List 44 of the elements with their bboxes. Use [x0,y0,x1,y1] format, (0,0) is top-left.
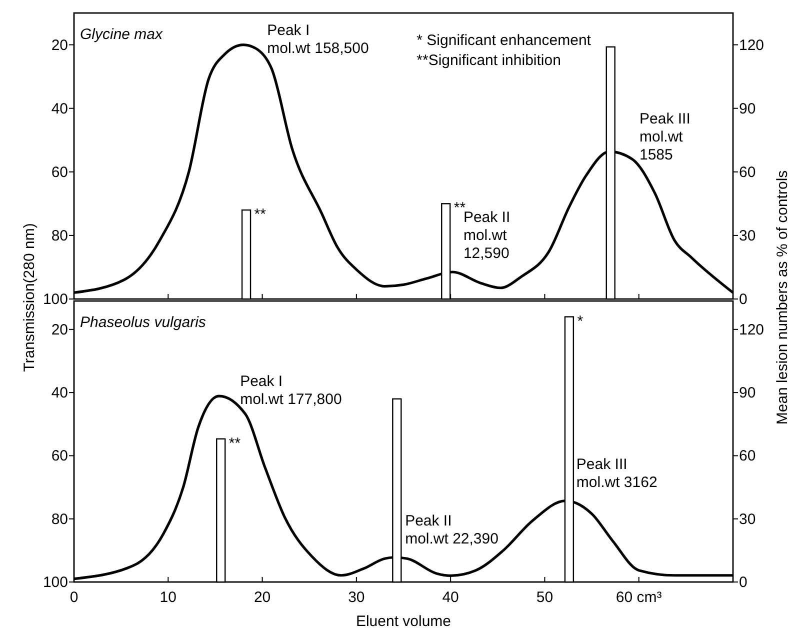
y-tick-label: 60 [51,164,68,181]
y2-tick-label: 30 [739,510,756,528]
annotation: ** [228,434,241,452]
x-axis-title: Eluent volume [356,613,452,630]
y2-tick-label: 90 [739,100,756,118]
y2-axis-title: Mean lesion numbers as % of controls [774,170,791,425]
y2-tick-label: 30 [739,227,756,244]
y-tick-label: 40 [51,100,68,118]
annotation: Peak I mol.wt 177,800 [240,373,342,408]
annotation: ** [254,206,266,224]
annotation: * [577,312,584,330]
y-tick-label: 80 [51,227,68,244]
y-tick-label: 20 [51,36,68,54]
y2-tick-label: 60 [739,164,756,181]
x-tick-label: 50 [536,589,554,606]
x-tick-label: 10 [160,589,176,606]
x-tick-label: 60 cm³ [616,589,662,606]
y-tick-label: 60 [51,448,68,465]
y2-tick-label: 0 [739,291,748,308]
x-tick-label: 20 [254,589,271,606]
annotation: Peak III mol.wt 3162 [576,456,658,491]
y2-tick-label: 120 [739,321,764,338]
annotation: **Significant inhibition [416,52,561,69]
y-tick-label: 80 [51,510,68,528]
y-tick-label: 100 [42,574,68,591]
annotation: * Significant enhancement [416,32,592,49]
y2-tick-label: 60 [739,448,756,465]
annotation: ** [454,200,466,217]
annotation: Peak II mol.wt 22,390 [405,512,498,548]
annotation: Peak III mol.wt 1585 [640,110,690,164]
text: Glycine max [80,26,164,43]
annotation: Peak I mol.wt 158,500 [267,22,369,57]
y-tick-label: 100 [42,291,68,308]
annotation: Peak II mol.wt 12,590 [463,208,510,262]
y-tick-label: 20 [51,321,68,338]
x-tick-label: 40 [442,589,459,606]
x-tick-label: 30 [348,589,365,606]
y-tick-label: 40 [51,384,68,402]
text: Phaseolus vulgaris [80,314,206,331]
y-axis-title: Transmission(280 nm) [21,223,38,372]
x-tick-label: 0 [70,589,78,606]
y2-tick-label: 90 [739,384,756,402]
y2-tick-label: 0 [739,574,748,591]
y2-tick-label: 120 [739,36,764,54]
